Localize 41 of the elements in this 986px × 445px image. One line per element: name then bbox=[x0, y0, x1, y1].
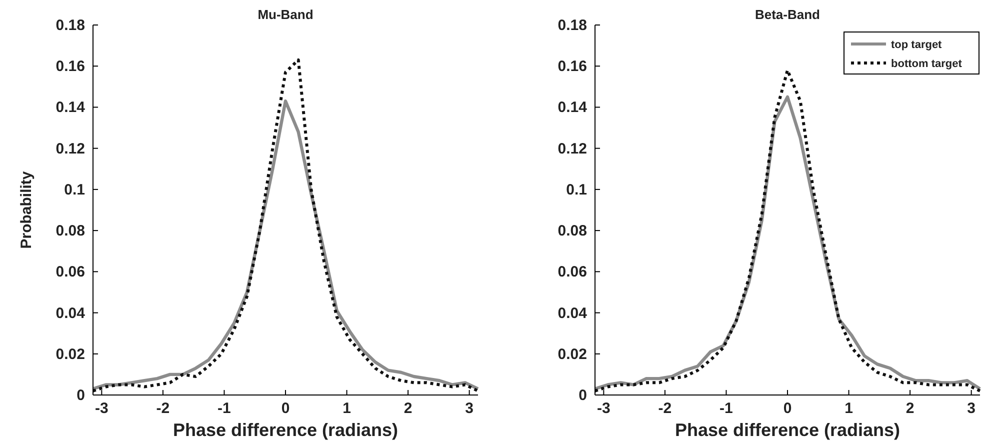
chart-title: Mu-Band bbox=[258, 7, 314, 22]
y-tick-label: 0.04 bbox=[56, 304, 86, 322]
x-tick-label: 0 bbox=[783, 400, 792, 417]
x-tick-label: 2 bbox=[404, 400, 412, 417]
x-tick-label: -2 bbox=[156, 400, 170, 417]
y-tick-label: 0.18 bbox=[56, 17, 85, 34]
legend-label: top target bbox=[891, 39, 942, 51]
y-tick-label: 0.1 bbox=[64, 181, 85, 198]
x-tick-label: -1 bbox=[218, 400, 231, 417]
y-tick-label: 0 bbox=[578, 387, 587, 404]
x-tick-label: -3 bbox=[95, 400, 108, 417]
y-tick-label: 0.02 bbox=[558, 346, 587, 363]
x-tick-label: 3 bbox=[967, 400, 976, 417]
x-axis-title: Phase difference (radians) bbox=[674, 420, 900, 440]
y-tick-label: 0.04 bbox=[558, 304, 588, 322]
y-tick-label: 0.12 bbox=[558, 140, 587, 158]
legend-label: bottom target bbox=[891, 58, 962, 70]
x-tick-label: -3 bbox=[597, 400, 610, 417]
y-axis-title: Probability bbox=[18, 170, 35, 249]
y-tick-label: 0 bbox=[76, 387, 85, 404]
y-tick-label: 0.12 bbox=[56, 140, 85, 158]
y-tick-label: 0.16 bbox=[56, 58, 85, 76]
y-tick-label: 0.06 bbox=[56, 264, 85, 281]
x-tick-label: 2 bbox=[906, 400, 914, 417]
x-tick-label: 1 bbox=[342, 400, 351, 417]
x-tick-label: 1 bbox=[844, 400, 853, 417]
y-tick-label: 0.02 bbox=[56, 346, 85, 363]
y-tick-label: 0.08 bbox=[56, 222, 85, 240]
y-tick-label: 0.16 bbox=[558, 58, 587, 76]
x-axis-title: Phase difference (radians) bbox=[172, 420, 398, 440]
y-tick-label: 0.14 bbox=[558, 99, 588, 116]
x-tick-label: -2 bbox=[658, 400, 672, 417]
x-tick-label: 0 bbox=[281, 400, 290, 417]
x-tick-label: -1 bbox=[720, 400, 733, 417]
x-tick-label: 3 bbox=[465, 400, 474, 417]
y-tick-label: 0.06 bbox=[558, 264, 587, 281]
y-tick-label: 0.14 bbox=[56, 99, 86, 116]
y-tick-label: 0.18 bbox=[558, 17, 587, 34]
chart-title: Beta-Band bbox=[754, 7, 820, 22]
y-tick-label: 0.1 bbox=[566, 181, 587, 198]
y-tick-label: 0.08 bbox=[558, 222, 587, 240]
